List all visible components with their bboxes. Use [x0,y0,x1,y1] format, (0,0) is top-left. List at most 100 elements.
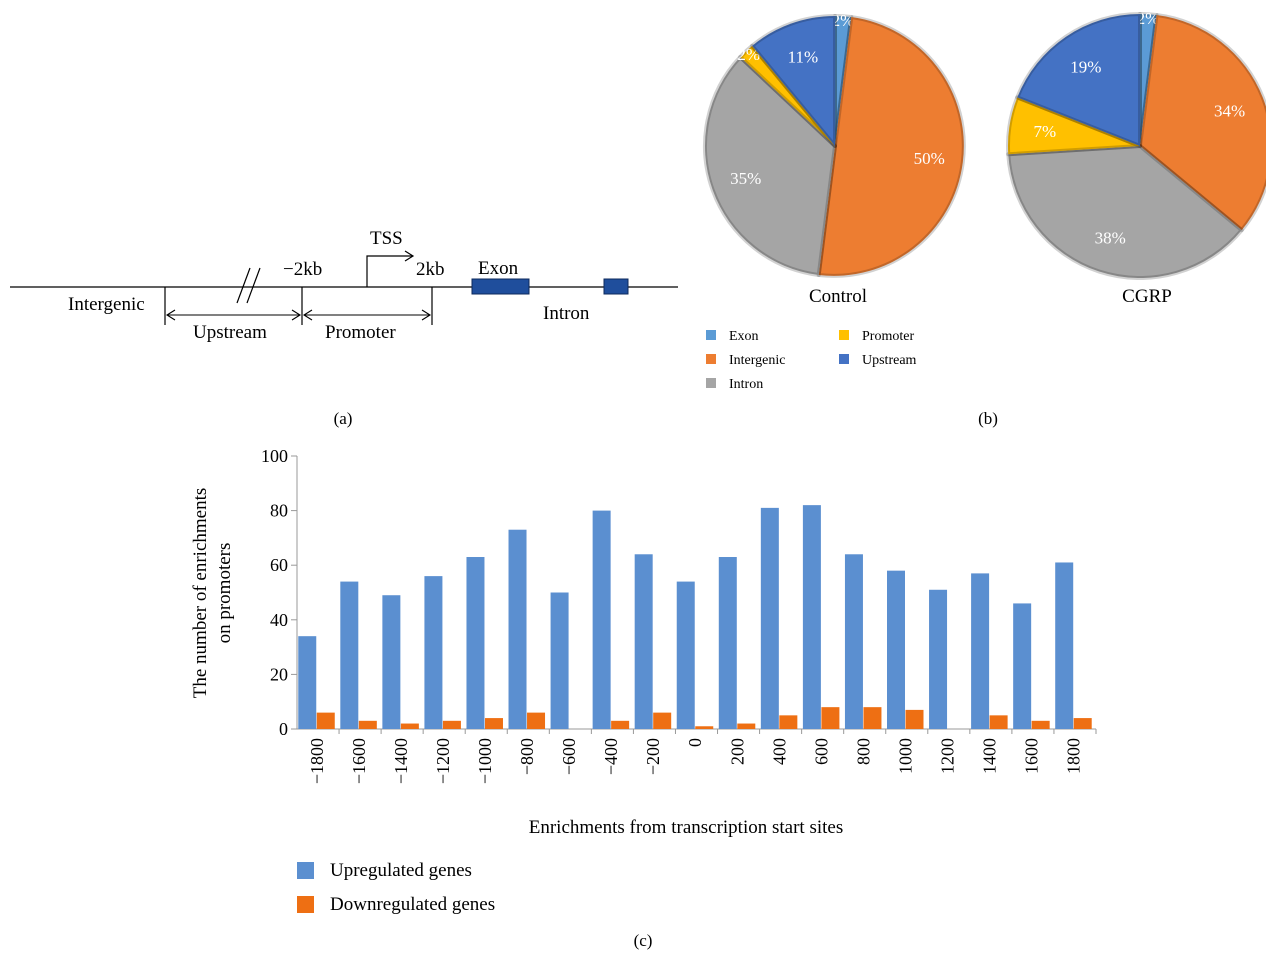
bar-legend: Upregulated genes Downregulated genes [297,860,495,915]
bar-upregulated-10 [718,557,737,729]
pie-cgrp-value-label-intergenic: 34% [1214,102,1245,121]
legend-label-upstream: Upstream [862,353,917,368]
legend-label-intergenic: Intergenic [729,353,786,368]
legend-swatch-intron [706,378,716,388]
pie-cgrp-value-label-intron: 38% [1095,229,1126,248]
bar-upregulated-17 [1013,603,1032,729]
bar-downregulated-10 [737,723,756,729]
x-tick-label: 1200 [938,738,958,774]
y-tick-label: 20 [270,664,288,684]
tss-arrow [366,255,412,287]
legend-label-upregulated: Upregulated genes [330,860,472,881]
bar-upregulated-13 [844,554,863,729]
bar-upregulated-15 [929,589,948,729]
pie-cgrp-value-label-exon: 2% [1137,9,1160,28]
x-tick-label: −200 [643,738,663,775]
bar-chart-y-ticks: 0 20 40 60 80 100 [261,446,297,739]
x-tick-label: 600 [811,738,831,765]
bar-chart-x-ticks: −1800 −1600 −1400 −1200 −1000 −800 −600 −400 −20… [307,729,1097,784]
break-mark-right [246,267,261,304]
pie-cgrp-slice-intergenic [1138,13,1266,233]
pie-control-slice-exon [833,14,854,148]
bar-upregulated-8 [634,554,653,729]
y-tick-label: 60 [270,555,288,575]
panel-c-label: (c) [634,931,653,950]
bar-downregulated-2 [400,723,419,729]
plus-2kb-label: 2kb [416,259,445,280]
break-mark-left [236,267,251,304]
bar-upregulated-14 [887,570,905,729]
pie-cgrp-slice-upstream [1015,12,1142,148]
legend-label-exon: Exon [729,329,759,344]
x-tick-label: 1000 [896,738,916,774]
bar-chart: 0 20 40 60 80 100 −1800 −1600 −1400 −1200 −1000 −8… [261,446,1097,784]
bar-downregulated-12 [821,707,840,729]
pie-cgrp-value-label-upstream: 19% [1070,57,1101,76]
x-tick-label: 200 [727,738,747,765]
x-tick-label: −400 [601,738,621,775]
bar-downregulated-18 [1073,718,1092,729]
x-axis-title: Enrichments from transcription start sit… [529,817,843,838]
pie-legend: Exon Intergenic Intron Promoter Upstream [706,329,917,392]
bar-upregulated-1 [340,581,359,729]
pie-cgrp-slice-promoter [1006,95,1142,157]
bar-upregulated-3 [424,576,443,729]
pie-control-value-label-promoter: 2% [737,45,760,64]
x-tick-label: 800 [853,738,873,765]
pie-cgrp-value-label-promoter: 7% [1033,122,1056,141]
panel-a-label: (a) [334,409,353,428]
intergenic-label: Intergenic [68,294,145,315]
promoter-label: Promoter [325,322,396,343]
x-tick-label: 1600 [1022,738,1042,774]
y-axis-title-line-2: on promoters [214,543,235,644]
bar-downregulated-0 [316,712,335,729]
x-tick-label: −1200 [433,738,453,784]
legend-swatch-intergenic [706,354,716,364]
y-tick-label: 0 [279,719,288,739]
legend-label-intron: Intron [729,377,763,392]
exon-label: Exon [478,258,519,279]
legend-label-promoter: Promoter [862,329,914,344]
pie-control-value-label-intergenic: 50% [914,149,945,168]
x-tick-label: −1400 [391,738,411,784]
pie-cgrp-slice-exon [1138,12,1159,148]
y-tick-label: 40 [270,610,288,630]
pie-control-slice-upstream [750,14,837,148]
pie-cgrp-title: CGRP [1122,286,1172,307]
bar-upregulated-7 [592,510,611,729]
bar-upregulated-9 [676,581,695,729]
bar-upregulated-6 [550,592,569,729]
x-tick-label: 400 [769,738,789,765]
x-tick-label: −1000 [475,738,495,784]
bar-downregulated-17 [1031,720,1050,729]
x-tick-label: −1600 [349,738,369,784]
panel-b-label: (b) [978,409,998,428]
bar-upregulated-18 [1055,562,1074,729]
exon-box-2 [603,278,629,295]
pie-cgrp-slice-intron [1006,144,1244,280]
minus-2kb-label: −2kb [283,259,322,280]
x-tick-label: −600 [559,738,579,775]
upstream-label: Upstream [193,322,267,343]
pie-control-value-label-intron: 35% [730,169,761,188]
legend-label-downregulated: Downregulated genes [330,894,495,915]
exon-box-1 [471,278,530,295]
x-tick-label: −800 [517,738,537,775]
y-axis-title-line-1: The number of enrichments [190,488,211,699]
legend-swatch-upstream [839,354,849,364]
bar-upregulated-2 [382,595,401,729]
legend-swatch-upregulated [297,862,314,879]
bar-downregulated-11 [779,715,798,729]
gene-structure-diagram: Intergenic Upstream Promoter −2kb 2kb TS… [10,228,678,343]
intron-label: Intron [543,303,590,324]
x-tick-label: 1400 [980,738,1000,774]
bar-downregulated-14 [905,709,924,729]
bar-downregulated-4 [484,718,503,729]
bar-downregulated-8 [653,712,672,729]
pie-control-slice-intron [703,55,837,277]
y-tick-label: 80 [270,501,288,521]
bar-upregulated-12 [802,505,821,729]
y-tick-label: 100 [261,446,288,466]
bar-upregulated-0 [298,636,317,729]
